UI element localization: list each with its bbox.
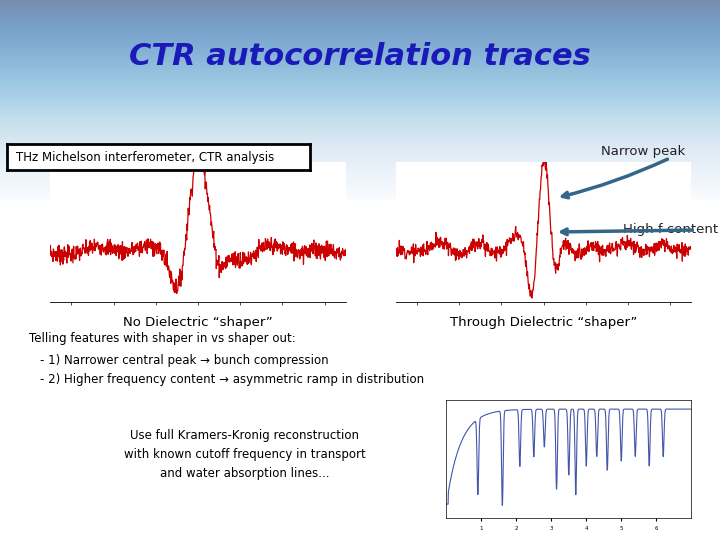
Text: High f content: High f content [623, 224, 718, 237]
Text: Telling features with shaper in vs shaper out:: Telling features with shaper in vs shape… [29, 332, 295, 345]
Text: No Dielectric “shaper”: No Dielectric “shaper” [123, 316, 273, 329]
Text: THz Michelson interferometer, CTR analysis: THz Michelson interferometer, CTR analys… [17, 151, 274, 164]
Text: Through Dielectric “shaper”: Through Dielectric “shaper” [450, 316, 637, 329]
Text: - 1) Narrower central peak → bunch compression: - 1) Narrower central peak → bunch compr… [40, 354, 328, 367]
Text: Use full Kramers-Kronig reconstruction
with known cutoff frequency in transport
: Use full Kramers-Kronig reconstruction w… [124, 429, 366, 480]
Text: CTR autocorrelation traces: CTR autocorrelation traces [129, 42, 591, 71]
Text: - 2) Higher frequency content → asymmetric ramp in distribution: - 2) Higher frequency content → asymmetr… [40, 373, 424, 386]
Text: Narrow peak: Narrow peak [600, 145, 685, 159]
